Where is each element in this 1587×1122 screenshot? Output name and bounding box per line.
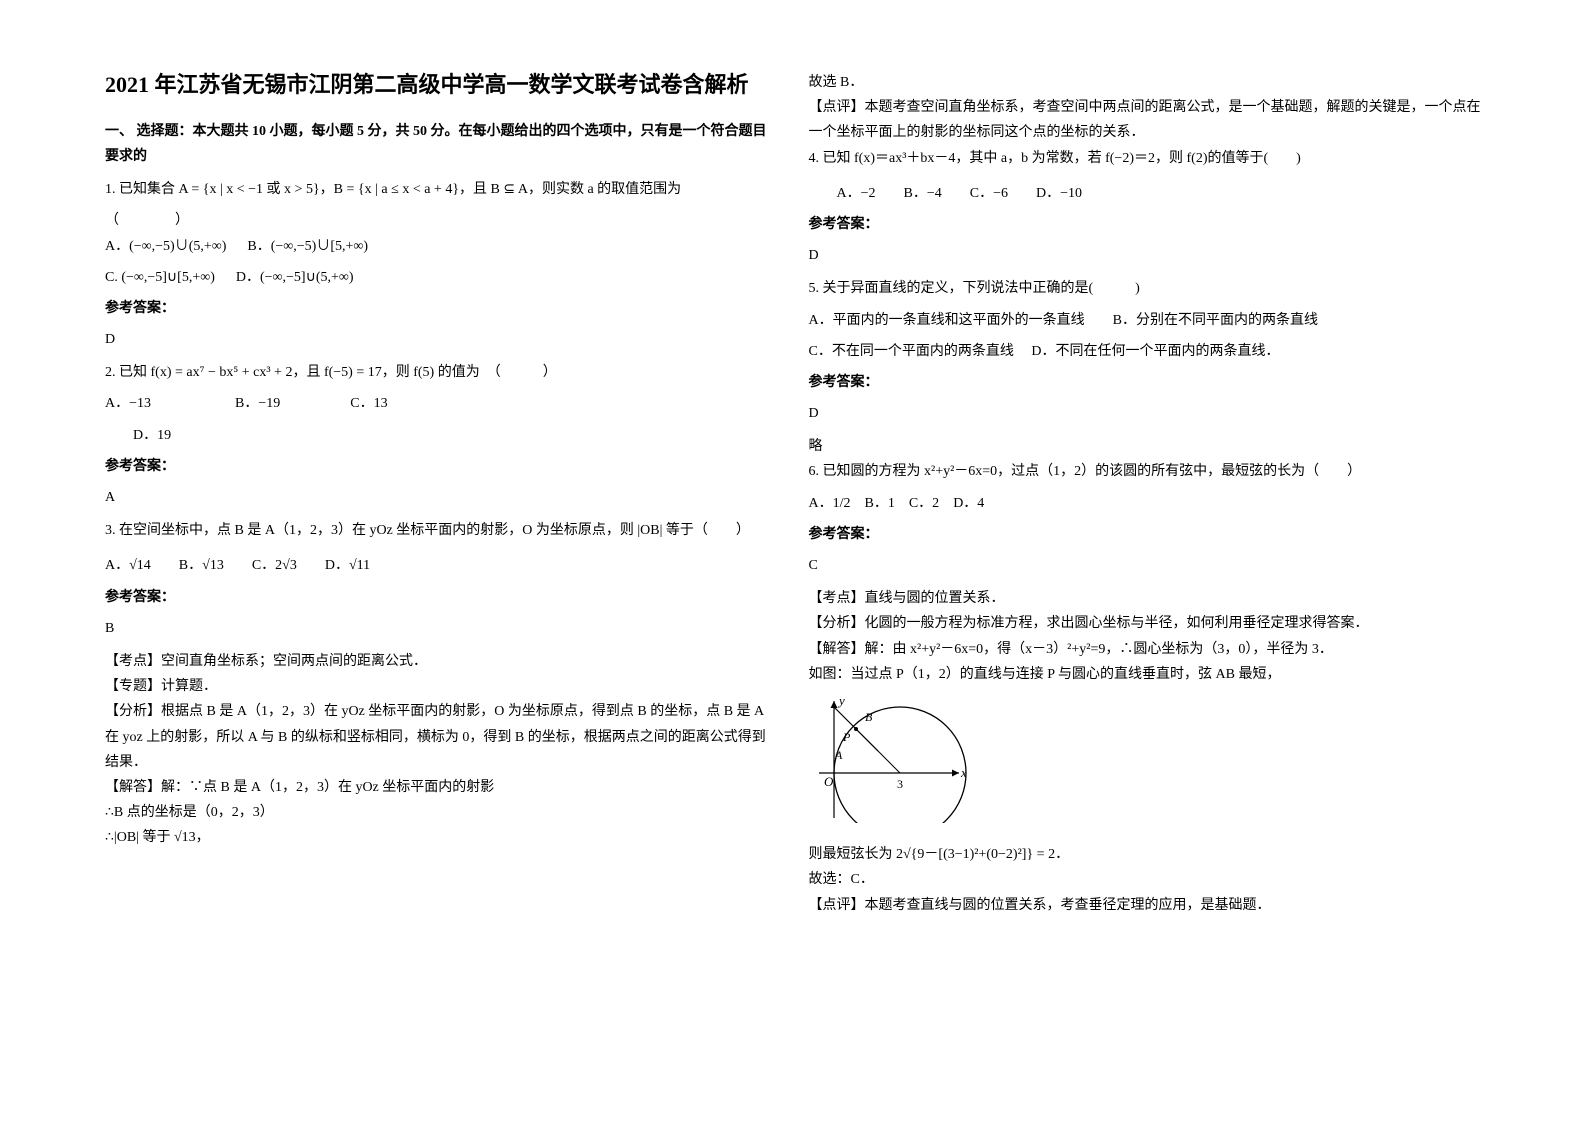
label-y: y — [837, 693, 845, 708]
q2-stem: 2. 已知 f(x) = ax⁷ − bx⁵ + cx³ + 2，且 f(−5)… — [105, 360, 779, 385]
q6-jieda2: 如图：当过点 P（1，2）的直线与连接 P 与圆心的直线垂直时，弦 AB 最短， — [809, 662, 1483, 687]
circle-diagram-svg: O 3 x y P B A — [809, 693, 969, 823]
q1-opts-row2: C. (−∞,−5]∪[5,+∞) D．(−∞,−5]∪(5,+∞) — [105, 265, 779, 290]
q5-answer-label: 参考答案： — [809, 370, 1483, 395]
q5-stem: 5. 关于异面直线的定义，下列说法中正确的是( ) — [809, 276, 1483, 301]
q1-answer-label: 参考答案： — [105, 296, 779, 321]
point-p — [854, 727, 858, 731]
q5-optD: D．不同在任何一个平面内的两条直线． — [1031, 344, 1279, 359]
q4-answer: D — [809, 243, 1483, 268]
q4-stem: 4. 已知 f(x)＝ax³＋bx－4，其中 a，b 为常数，若 f(−2)＝2… — [809, 146, 1483, 171]
q3-opts: A．√14 B．√13 C．2√3 D．√11 — [105, 553, 779, 578]
q1-blank: （ ） — [105, 208, 779, 233]
q3-stem: 3. 在空间坐标中，点 B 是 A（1，2，3）在 yOz 坐标平面内的射影，O… — [105, 518, 779, 543]
q6-optA: A．1/2 — [809, 496, 851, 511]
q3-fenxi: 【分析】根据点 B 是 A（1，2，3）在 yOz 坐标平面内的射影，O 为坐标… — [105, 699, 779, 775]
q3-jieda3: ∴|OB| 等于 √13， — [105, 825, 779, 850]
q5-optA: A．平面内的一条直线和这平面外的一条直线 — [809, 313, 1085, 328]
q2-optC: C．13 — [350, 396, 387, 411]
q1-optC: C. (−∞,−5]∪[5,+∞) — [105, 270, 215, 285]
q6-answer: C — [809, 553, 1483, 578]
q6-optD: D．4 — [953, 496, 984, 511]
q6-diagram: O 3 x y P B A — [809, 693, 1483, 832]
q6-stem: 6. 已知圆的方程为 x²+y²－6x=0，过点（1，2）的该圆的所有弦中，最短… — [809, 459, 1483, 484]
q5-optB: B．分别在不同平面内的两条直线 — [1113, 313, 1318, 328]
q1-stem: 1. 已知集合 A = {x | x < −1 或 x > 5}，B = {x … — [105, 177, 779, 202]
q4-answer-label: 参考答案： — [809, 212, 1483, 237]
q3-optB: B．√13 — [179, 558, 224, 573]
q5-opts-row2: C．不在同一个平面内的两条直线 D．不同在任何一个平面内的两条直线． — [809, 339, 1483, 364]
q5-opts-row1: A．平面内的一条直线和这平面外的一条直线 B．分别在不同平面内的两条直线 — [809, 308, 1483, 333]
q5-lue: 略 — [809, 434, 1483, 459]
label-o: O — [824, 774, 834, 789]
q3-optC: C．2√3 — [252, 558, 297, 573]
q3-dianping: 【点评】本题考查空间直角坐标系，考查空间中两点间的距离公式，是一个基础题，解题的… — [809, 95, 1483, 145]
q5-optC: C．不在同一个平面内的两条直线 — [809, 344, 1014, 359]
q6-optB: B．1 — [865, 496, 895, 511]
q3-zhuanti: 【专题】计算题． — [105, 674, 779, 699]
circle-shape — [834, 707, 966, 823]
label-3: 3 — [897, 777, 903, 791]
q6-jieda1: 【解答】解：由 x²+y²－6x=0，得（x－3）²+y²=9，∴圆心坐标为（3… — [809, 637, 1483, 662]
q6-opts: A．1/2 B．1 C．2 D．4 — [809, 491, 1483, 516]
q3-guxuan: 故选 B． — [809, 70, 1483, 95]
q4-opts: A．−2 B．−4 C．−6 D．−10 — [809, 181, 1483, 206]
q3-answer-label: 参考答案： — [105, 585, 779, 610]
label-b: B — [865, 710, 873, 724]
q3-answer: B — [105, 616, 779, 641]
label-a: A — [834, 748, 843, 762]
q3-optD: D．√11 — [325, 558, 370, 573]
q6-kaodian: 【考点】直线与圆的位置关系． — [809, 586, 1483, 611]
label-p: P — [842, 730, 851, 744]
section-heading: 一、 选择题：本大题共 10 小题，每小题 5 分，共 50 分。在每小题给出的… — [105, 119, 779, 169]
q6-guxuan: 故选：C． — [809, 867, 1483, 892]
q6-answer-label: 参考答案： — [809, 522, 1483, 547]
q2-answer: A — [105, 485, 779, 510]
q2-optD: D．19 — [105, 423, 779, 448]
q2-optB: B．−19 — [235, 396, 280, 411]
q1-opts-row1: A．(−∞,−5)∪(5,+∞) B．(−∞,−5)∪[5,+∞) — [105, 234, 779, 259]
q6-fenxi: 【分析】化圆的一般方程为标准方程，求出圆心坐标与半径，如何利用垂径定理求得答案． — [809, 611, 1483, 636]
q2-opts: A．−13 B．−19 C．13 — [105, 391, 779, 416]
q1-answer: D — [105, 327, 779, 352]
page-title: 2021 年江苏省无锡市江阴第二高级中学高一数学文联考试卷含解析 — [105, 70, 779, 101]
q5-answer: D — [809, 401, 1483, 426]
q3-optA: A．√14 — [105, 558, 151, 573]
q2-answer-label: 参考答案： — [105, 454, 779, 479]
q3-jieda2: ∴B 点的坐标是（0，2，3） — [105, 800, 779, 825]
q6-jieda3: 则最短弦长为 2√{9－[(3−1)²+(0−2)²]} = 2． — [809, 842, 1483, 867]
radius-line — [856, 729, 900, 773]
label-x: x — [960, 765, 967, 780]
q1-optB: B．(−∞,−5)∪[5,+∞) — [247, 239, 368, 254]
q2-optA: A．−13 — [105, 396, 151, 411]
q6-optC: C．2 — [909, 496, 939, 511]
q3-jieda1: 【解答】解：∵点 B 是 A（1，2，3）在 yOz 坐标平面内的射影 — [105, 775, 779, 800]
q3-kaodian: 【考点】空间直角坐标系；空间两点间的距离公式． — [105, 649, 779, 674]
q1-optD: D．(−∞,−5]∪(5,+∞) — [236, 270, 354, 285]
q6-dianping: 【点评】本题考查直线与圆的位置关系，考查垂径定理的应用，是基础题． — [809, 893, 1483, 918]
q1-optA: A．(−∞,−5)∪(5,+∞) — [105, 239, 226, 254]
